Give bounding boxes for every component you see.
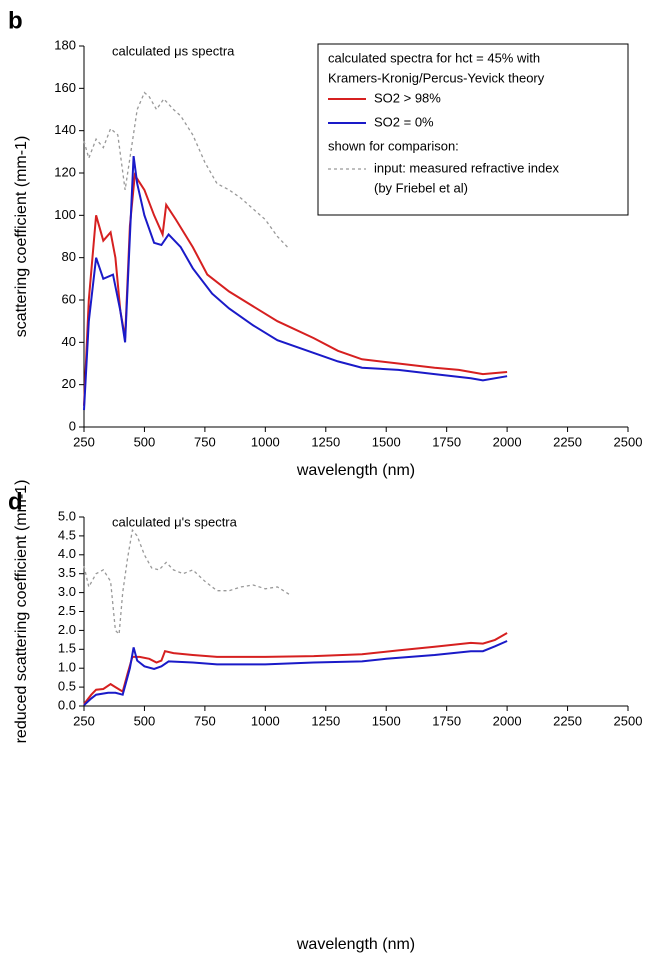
y-tick-label: 80 <box>62 249 76 264</box>
legend-box <box>317 43 629 216</box>
y-tick-label: 140 <box>54 122 76 137</box>
x-tick-label: 2000 <box>493 713 522 728</box>
x-tick-label: 1750 <box>432 713 461 728</box>
legend-label: input: measured refractive index <box>374 160 559 175</box>
y-tick-label: 100 <box>54 207 76 222</box>
data-line <box>83 640 508 706</box>
x-tick-label: 1500 <box>372 713 401 728</box>
x-tick-label: 1250 <box>311 434 340 449</box>
y-tick-label: 0 <box>69 418 76 433</box>
y-tick-label: 180 <box>54 37 76 52</box>
y-tick-label: 1.0 <box>58 660 76 675</box>
legend-label: SO2 = 0% <box>374 114 434 129</box>
data-line <box>83 632 508 705</box>
x-axis-label: wavelength (nm) <box>296 462 415 479</box>
x-tick-label: 1000 <box>251 434 280 449</box>
y-tick-label: 0.0 <box>58 697 76 712</box>
y-axis-label: reduced scattering coefficient (mm-1) <box>13 480 30 744</box>
y-tick-label: 5.0 <box>58 508 76 523</box>
x-tick-label: 750 <box>194 434 216 449</box>
y-tick-label: 3.0 <box>58 584 76 599</box>
legend-title: Kramers-Kronig/Percus-Yevick theory <box>328 70 545 85</box>
y-tick-label: 160 <box>54 80 76 95</box>
x-tick-label: 750 <box>194 713 216 728</box>
y-tick-label: 40 <box>62 334 76 349</box>
legend-comparison: shown for comparison: <box>328 138 459 153</box>
y-tick-label: 120 <box>54 164 76 179</box>
data-line <box>83 172 508 406</box>
x-tick-label: 2500 <box>614 713 643 728</box>
x-tick-label: 1000 <box>251 713 280 728</box>
legend-label: SO2 > 98% <box>374 90 441 105</box>
data-line <box>83 91 290 250</box>
chart-title: calculated μ's spectra <box>112 514 238 529</box>
x-tick-label: 500 <box>134 434 156 449</box>
x-tick-label: 2250 <box>553 713 582 728</box>
y-tick-label: 4.0 <box>58 546 76 561</box>
y-tick-label: 2.0 <box>58 622 76 637</box>
x-tick-label: 500 <box>134 713 156 728</box>
x-tick-label: 250 <box>73 713 95 728</box>
x-tick-label: 2250 <box>553 434 582 449</box>
y-tick-label: 60 <box>62 291 76 306</box>
data-line <box>83 155 508 411</box>
y-axis-label: scattering coefficient (mm-1) <box>13 136 30 338</box>
y-tick-label: 2.5 <box>58 603 76 618</box>
y-tick-label: 3.5 <box>58 565 76 580</box>
x-tick-label: 2000 <box>493 434 522 449</box>
x-axis-label: wavelength (nm) <box>296 936 415 953</box>
y-tick-label: 20 <box>62 376 76 391</box>
x-tick-label: 2500 <box>614 434 643 449</box>
x-tick-label: 1250 <box>311 713 340 728</box>
chart-title: calculated μs spectra <box>112 43 235 58</box>
legend-note: (by Friebel et al) <box>374 180 468 195</box>
legend-title: calculated spectra for hct = 45% with <box>328 50 540 65</box>
y-tick-label: 1.5 <box>58 641 76 656</box>
x-tick-label: 1750 <box>432 434 461 449</box>
x-tick-label: 1500 <box>372 434 401 449</box>
y-tick-label: 0.5 <box>58 679 76 694</box>
data-line <box>83 528 290 636</box>
y-tick-label: 4.5 <box>58 527 76 542</box>
panel-label: b <box>8 7 23 34</box>
panel-label: d <box>8 488 23 515</box>
x-tick-label: 250 <box>73 434 95 449</box>
